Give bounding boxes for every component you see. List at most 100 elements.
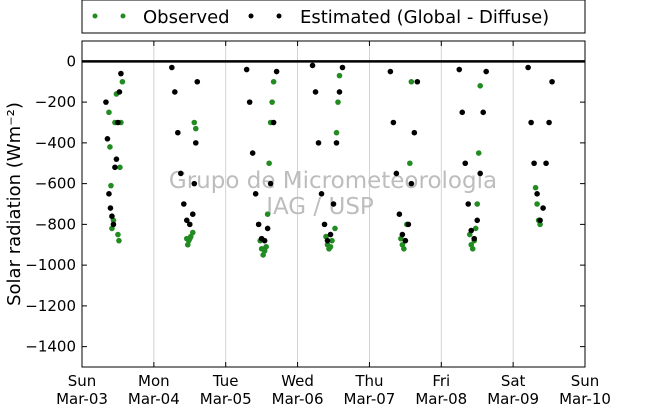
observed-point xyxy=(270,78,277,85)
observed-point xyxy=(115,231,121,238)
y-tick-label: −400 xyxy=(35,134,76,152)
observed-point xyxy=(192,125,199,132)
estimated-point xyxy=(191,180,198,187)
estimated-point xyxy=(465,201,472,207)
observed-point xyxy=(534,201,540,207)
observed-point xyxy=(472,225,479,232)
estimated-point xyxy=(339,64,346,71)
observed-point xyxy=(119,78,126,85)
observed-point xyxy=(474,201,481,207)
estimated-point xyxy=(110,221,117,228)
estimated-point xyxy=(107,205,114,211)
observed-point xyxy=(408,78,415,85)
estimated-point xyxy=(477,170,484,177)
observed-point xyxy=(335,99,341,105)
x-tick-label-date: Mar-04 xyxy=(128,390,180,408)
estimated-point xyxy=(112,164,118,171)
watermark-line-1: Grupo de Micrometeorologia xyxy=(169,168,497,194)
estimated-point xyxy=(402,237,409,244)
x-tick-label-date: Mar-07 xyxy=(344,390,396,408)
observed-point xyxy=(401,246,407,252)
estimated-point xyxy=(172,89,178,95)
estimated-point xyxy=(318,191,325,197)
estimated-point xyxy=(261,237,268,244)
estimated-point xyxy=(411,129,418,136)
estimated-point xyxy=(267,180,274,187)
estimated-point xyxy=(315,140,322,146)
observed-point xyxy=(329,237,335,244)
observed-point xyxy=(327,243,334,250)
estimated-point xyxy=(180,201,187,207)
observed-point xyxy=(263,243,269,250)
y-tick-label: −200 xyxy=(35,93,76,111)
grid-lines xyxy=(153,41,514,367)
estimated-point xyxy=(531,160,537,167)
estimated-point xyxy=(327,231,334,238)
observed-point xyxy=(269,99,275,105)
observed-point xyxy=(475,150,482,156)
estimated-point xyxy=(249,150,256,156)
observed-point xyxy=(332,225,338,232)
estimated-point xyxy=(528,119,534,126)
x-tick-label-date: Mar-08 xyxy=(415,390,467,408)
estimated-point xyxy=(309,62,316,69)
estimated-point xyxy=(104,136,111,142)
estimated-point xyxy=(186,221,193,228)
data-points xyxy=(103,62,555,258)
x-tick-label-day: Thu xyxy=(354,372,383,390)
estimated-point xyxy=(474,217,481,224)
legend-box xyxy=(81,0,586,34)
observed-point xyxy=(333,129,340,136)
estimated-point xyxy=(537,217,543,224)
estimated-point xyxy=(246,99,253,105)
x-tick-label-date: Mar-06 xyxy=(272,390,324,408)
observed-point xyxy=(108,182,114,189)
estimated-point xyxy=(546,119,552,126)
y-tick-label: −600 xyxy=(35,175,76,193)
estimated-point xyxy=(393,170,400,177)
watermark-line-2: IAG / USP xyxy=(266,194,374,220)
legend-label-estimated: Estimated (Global - Diffuse) xyxy=(300,7,549,28)
estimated-point xyxy=(543,160,549,167)
estimated-point xyxy=(115,119,121,126)
observed-point xyxy=(189,229,196,236)
observed-point xyxy=(106,109,112,116)
estimated-point xyxy=(333,140,340,146)
x-tick-label-day: Sat xyxy=(501,372,526,390)
estimated-point xyxy=(549,78,555,85)
x-tick-label-day: Mon xyxy=(138,372,170,390)
y-tick-label: −1200 xyxy=(25,297,76,315)
estimated-point xyxy=(405,221,412,228)
estimated-point xyxy=(252,191,259,197)
x-tick-label-day: Fri xyxy=(432,372,450,390)
observed-point xyxy=(336,72,343,79)
estimated-point xyxy=(414,78,421,85)
observed-point xyxy=(407,160,413,167)
estimated-point xyxy=(462,160,469,167)
estimated-point xyxy=(324,237,331,244)
legend-label-observed: Observed xyxy=(143,7,230,28)
y-axis: 0 −200 −400 −600 −800 −1000 −1200 −1400 xyxy=(25,52,585,356)
estimated-point xyxy=(169,64,175,71)
legend-observed-marker-1 xyxy=(92,13,98,19)
estimated-point xyxy=(525,64,531,71)
estimated-point xyxy=(192,140,199,146)
estimated-point xyxy=(330,201,337,207)
x-tick-label-day: Sun xyxy=(68,372,97,390)
observed-point xyxy=(117,164,123,171)
estimated-point xyxy=(183,217,190,224)
estimated-point xyxy=(534,191,540,197)
observed-point xyxy=(532,184,539,191)
estimated-point xyxy=(109,213,115,220)
estimated-point xyxy=(113,156,120,162)
observed-point xyxy=(469,246,476,252)
estimated-point xyxy=(408,180,415,187)
estimated-point xyxy=(456,66,463,73)
estimated-point xyxy=(480,109,487,116)
observed-point xyxy=(537,221,543,228)
estimated-point xyxy=(471,235,478,242)
x-axis: SunMar-03MonMar-04TueMar-05WedMar-06ThuM… xyxy=(56,41,611,408)
estimated-point xyxy=(336,89,343,95)
x-tick-label-date: Mar-09 xyxy=(487,390,539,408)
